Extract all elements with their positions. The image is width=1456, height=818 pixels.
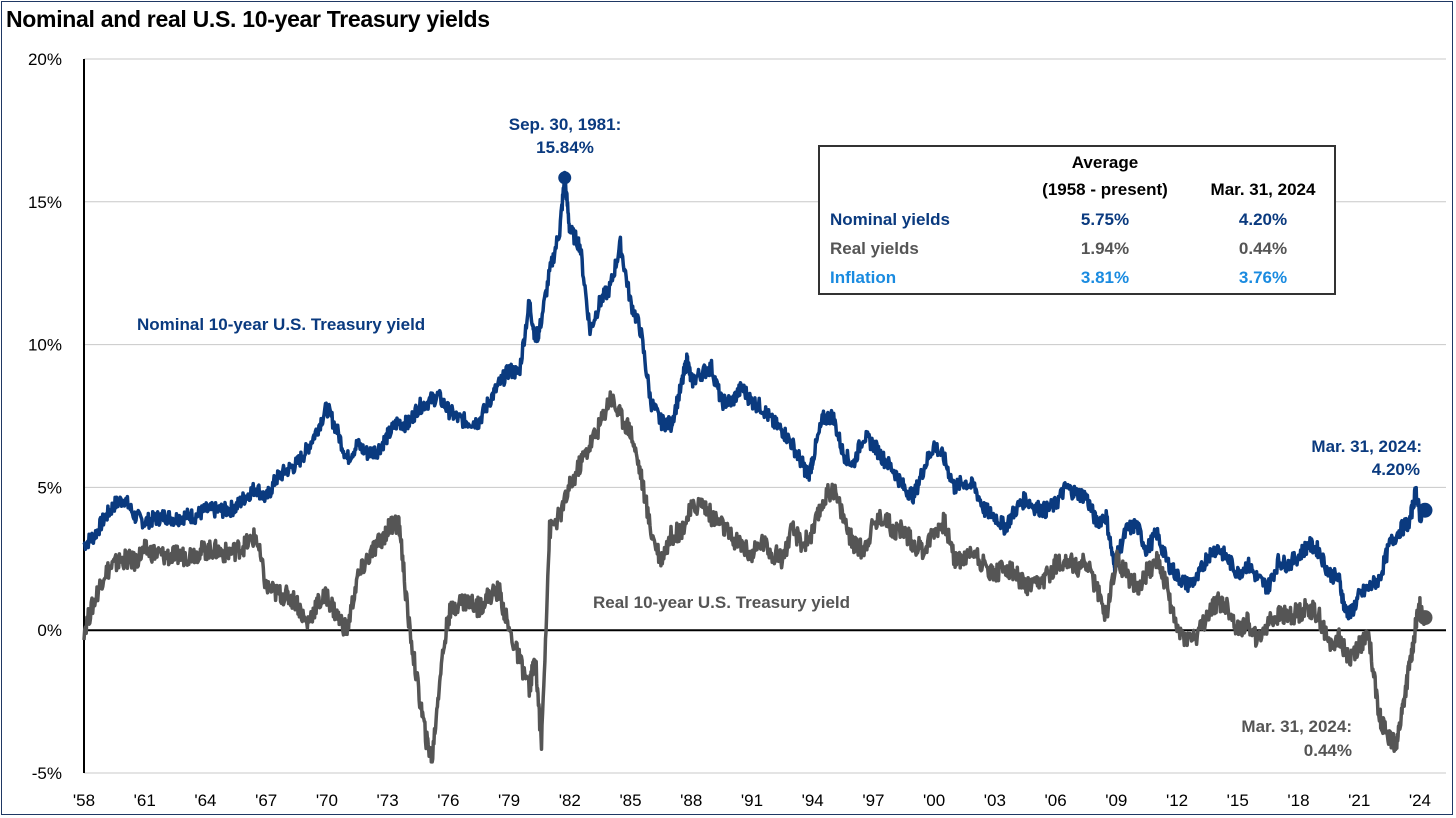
tick-labels: -5% 0% 5% 10% 15% 20% '58 '61 '64 '67 '70 '73 '76 '79… <box>28 50 1431 810</box>
series-nominal-line <box>82 170 1427 621</box>
table-header-period: (1958 - present) <box>1042 180 1168 199</box>
annotation-peak-date: Sep. 30, 1981: <box>509 115 621 134</box>
annotation-real-end-date: Mar. 31, 2024: <box>1241 717 1352 736</box>
x-tick-label: '09 <box>1105 791 1127 810</box>
x-tick-label: '94 <box>802 791 824 810</box>
annotations: Nominal 10-year U.S. Treasury yield Real… <box>137 115 1422 760</box>
table-row-nominal-current: 4.20% <box>1238 210 1288 229</box>
annotation-real-series-label: Real 10-year U.S. Treasury yield <box>593 593 850 612</box>
table-row-inflation-average: 3.81% <box>1080 268 1130 287</box>
table-row-real-current: 0.44% <box>1238 239 1288 258</box>
annotation-nominal-end-value: 4.20% <box>1372 460 1420 479</box>
annotation-peak-value: 15.84% <box>536 138 594 157</box>
x-tick-label: '64 <box>194 791 216 810</box>
real-end-point <box>1417 610 1433 626</box>
x-tick-label: '61 <box>134 791 156 810</box>
nominal-end-point <box>1417 502 1433 518</box>
x-tick-label: '97 <box>862 791 884 810</box>
x-tick-label: '00 <box>923 791 945 810</box>
table-header-average: Average <box>1071 153 1139 172</box>
x-tick-label: '85 <box>619 791 641 810</box>
x-tick-label: '67 <box>255 791 277 810</box>
grid-lines <box>84 58 1446 774</box>
table-row-real-average: 1.94% <box>1080 239 1130 258</box>
y-tick-label: 5% <box>37 478 62 497</box>
table-row-inflation-current: 3.76% <box>1238 268 1288 287</box>
x-tick-label: '76 <box>437 791 459 810</box>
x-tick-label: '21 <box>1348 791 1370 810</box>
annotation-nominal-end-date: Mar. 31, 2024: <box>1311 437 1422 456</box>
table-row-nominal-label: Nominal yields <box>830 210 950 229</box>
y-tick-label: -5% <box>32 764 62 783</box>
x-tick-label: '24 <box>1409 791 1431 810</box>
x-tick-label: '06 <box>1045 791 1067 810</box>
x-tick-label: '79 <box>498 791 520 810</box>
table-row-inflation-label: Inflation <box>830 268 897 287</box>
x-tick-label: '82 <box>559 791 581 810</box>
table-row-nominal-average: 5.75% <box>1080 210 1130 229</box>
annotation-real-end-value: 0.44% <box>1304 741 1352 760</box>
x-tick-label: '91 <box>741 791 763 810</box>
x-tick-label: '70 <box>316 791 338 810</box>
y-tick-label: 15% <box>28 193 62 212</box>
table-row-real-label: Real yields <box>830 239 919 258</box>
y-tick-label: 10% <box>28 336 62 355</box>
y-tick-label: 0% <box>37 621 62 640</box>
series-layer <box>82 170 1433 764</box>
x-tick-label: '73 <box>377 791 399 810</box>
x-tick-label: '88 <box>680 791 702 810</box>
x-tick-label: '18 <box>1287 791 1309 810</box>
x-tick-label: '58 <box>73 791 95 810</box>
annotation-nominal-series-label: Nominal 10-year U.S. Treasury yield <box>137 315 425 334</box>
summary-table: Average (1958 - present) Mar. 31, 2024 N… <box>818 145 1336 295</box>
peak-point <box>558 171 572 185</box>
chart-title: Nominal and real U.S. 10-year Treasury y… <box>6 6 490 32</box>
x-tick-label: '15 <box>1227 791 1249 810</box>
y-tick-label: 20% <box>28 50 62 69</box>
table-header-date: Mar. 31, 2024 <box>1210 180 1316 199</box>
axes <box>83 59 1446 773</box>
series-real-line <box>82 390 1427 764</box>
x-tick-label: '12 <box>1166 791 1188 810</box>
x-tick-label: '03 <box>984 791 1006 810</box>
